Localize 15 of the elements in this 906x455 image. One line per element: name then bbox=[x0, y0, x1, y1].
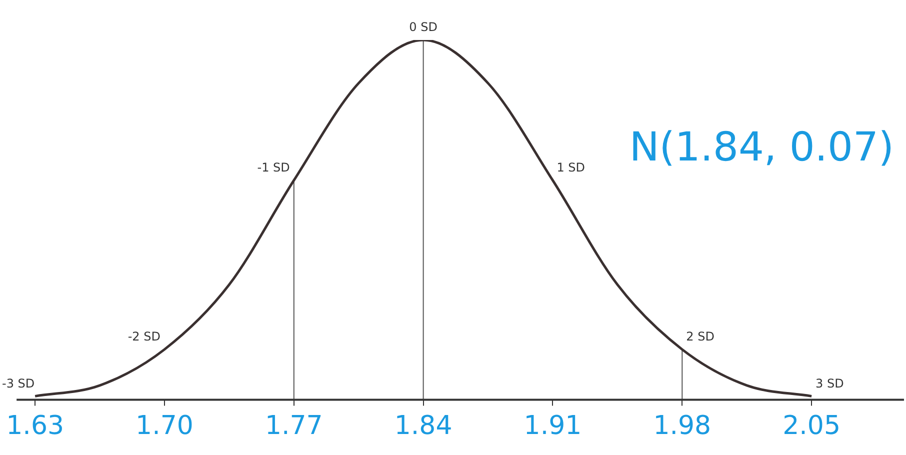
x-tick-label: 1.98 bbox=[653, 411, 712, 442]
x-tick-label: 1.84 bbox=[394, 411, 452, 442]
annotation: 3 SD bbox=[816, 376, 844, 390]
x-tick-label: 1.70 bbox=[136, 411, 194, 442]
annotation: -2 SD bbox=[128, 330, 160, 344]
annotation: N(1.84, 0.07) bbox=[629, 124, 894, 170]
x-tick-label: 2.05 bbox=[782, 411, 841, 442]
x-tick-label: 1.91 bbox=[524, 411, 582, 442]
annotation: -1 SD bbox=[257, 160, 290, 174]
annotation: 0 SD bbox=[409, 20, 438, 34]
x-tick-label: 1.63 bbox=[6, 411, 64, 442]
x-tick-label: 1.77 bbox=[264, 411, 323, 442]
annotation: -3 SD bbox=[2, 376, 35, 390]
annotation: 2 SD bbox=[686, 330, 714, 344]
annotation: 1 SD bbox=[556, 160, 586, 174]
